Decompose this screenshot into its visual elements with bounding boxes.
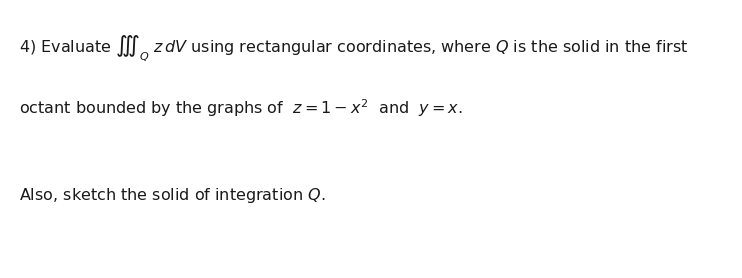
- Text: 4) Evaluate $\iiint_Q$ $z\,dV$ using rectangular coordinates, where $Q$ is the s: 4) Evaluate $\iiint_Q$ $z\,dV$ using rec…: [19, 33, 688, 64]
- Text: octant bounded by the graphs of  $z = 1 - x^2$  and  $y = x.$: octant bounded by the graphs of $z = 1 -…: [19, 97, 462, 119]
- Text: Also, sketch the solid of integration $Q$.: Also, sketch the solid of integration $Q…: [19, 186, 325, 205]
